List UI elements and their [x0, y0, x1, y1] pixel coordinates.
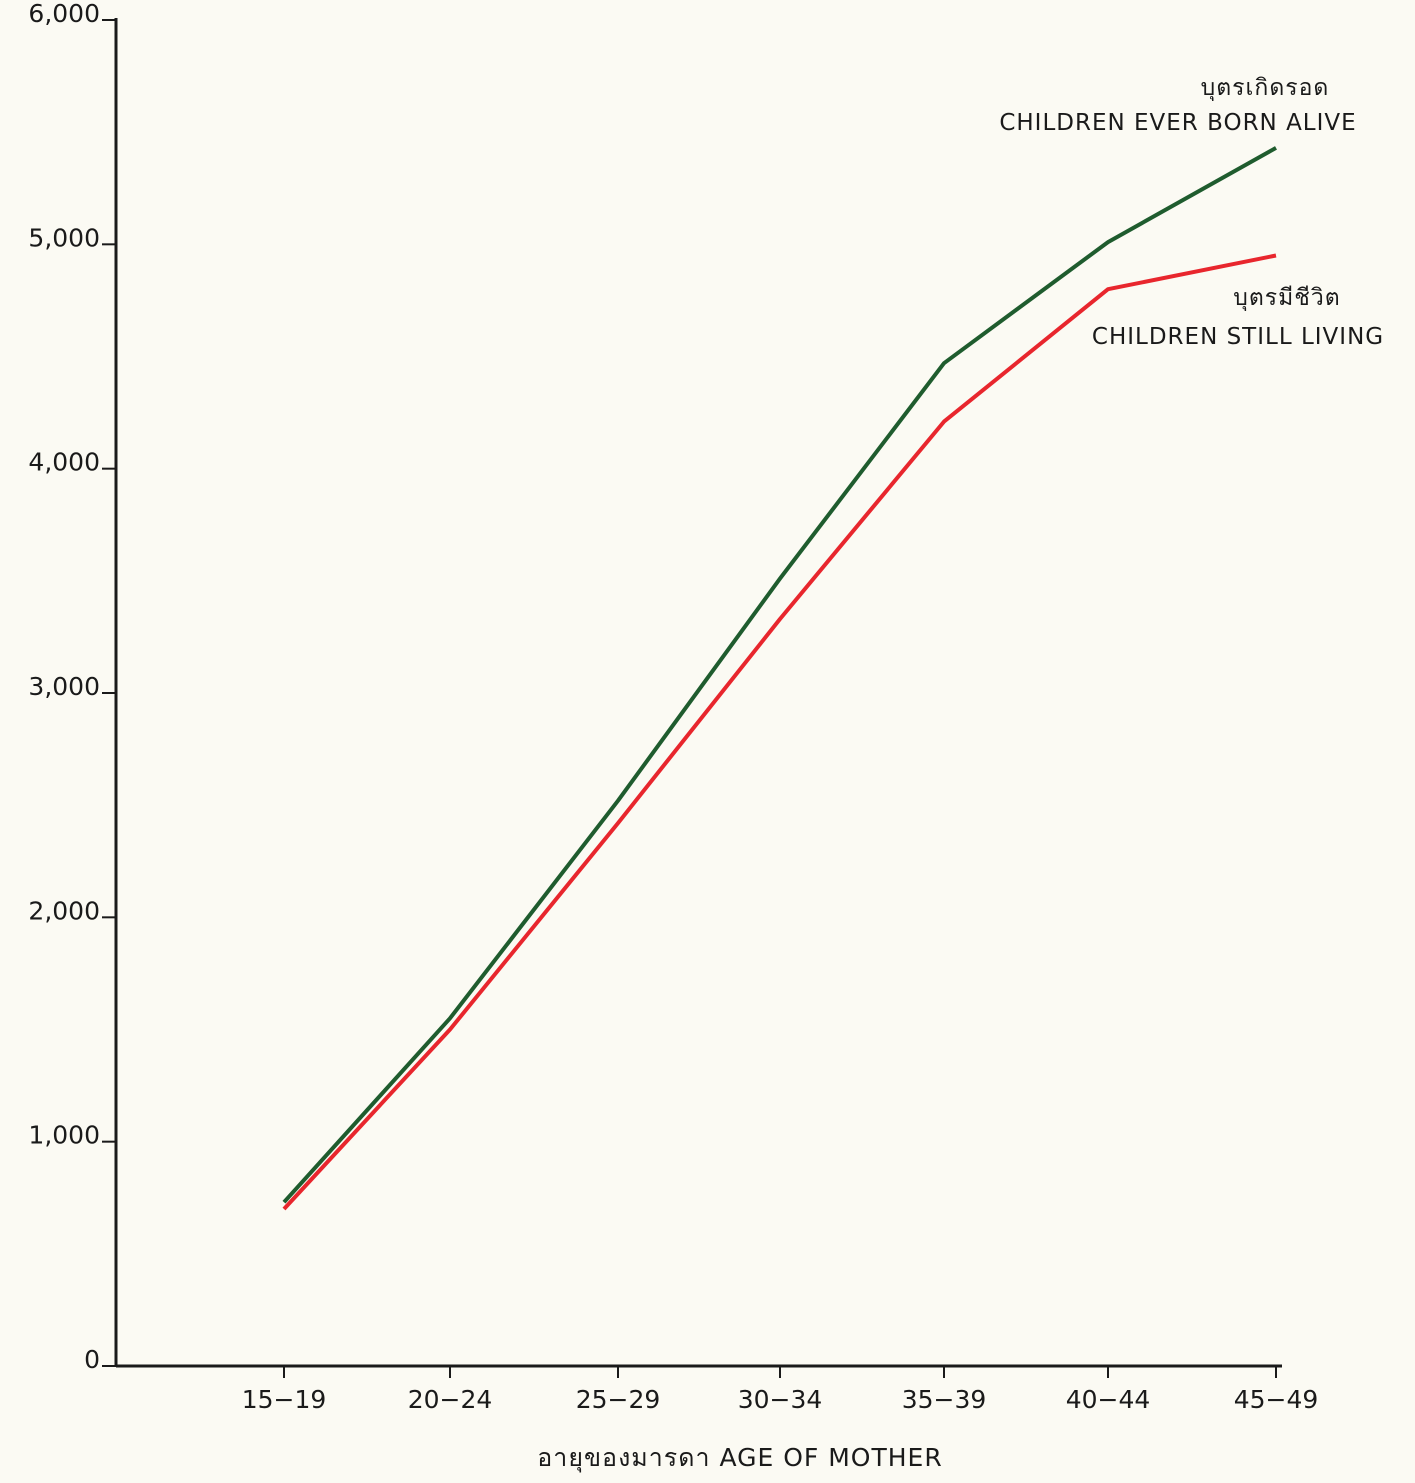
x-tick-label: 35−39 — [902, 1385, 987, 1414]
x-tick-label: 30−34 — [738, 1385, 823, 1414]
series-label-still-living-thai: บุตรมีชีวิต — [1233, 285, 1341, 311]
x-tick-label: 25−29 — [576, 1385, 661, 1414]
series-label-ever-born-english: CHILDREN EVER BORN ALIVE — [999, 110, 1356, 136]
y-tick-label: 3,000 — [28, 672, 100, 701]
series-label-ever-born-thai: บุตรเกิดรอด — [1201, 75, 1330, 101]
x-tick-label: 15−19 — [242, 1385, 327, 1414]
x-tick-label: 20−24 — [408, 1385, 493, 1414]
series-label-ever-born: บุตรเกิดรอด CHILDREN EVER BORN ALIVE — [999, 75, 1356, 136]
series-label-still-living-english: CHILDREN STILL LIVING — [1092, 324, 1384, 350]
y-tick-label: 1,000 — [28, 1121, 100, 1150]
x-tick-label: 40−44 — [1066, 1385, 1151, 1414]
series-line-ever-born-alive — [282, 146, 1277, 1204]
x-axis-title: อายุของมารดา AGE OF MOTHER — [537, 1443, 942, 1473]
y-tick-label: 4,000 — [28, 448, 100, 477]
x-axis-ticks: 15−19 20−24 25−29 30−34 35−39 40−44 45−49 — [242, 1366, 1319, 1414]
y-tick-label: 2,000 — [28, 896, 100, 925]
y-tick-label: 5,000 — [28, 223, 100, 252]
x-tick-label: 45−49 — [1234, 1385, 1319, 1414]
y-tick-label: 6,000 — [28, 0, 100, 28]
series-label-still-living: บุตรมีชีวิต CHILDREN STILL LIVING — [1092, 285, 1384, 350]
y-tick-label: 0 — [84, 1345, 100, 1374]
series-line-still-living — [282, 253, 1277, 1211]
series-lines — [282, 146, 1277, 1211]
y-axis-ticks: 0 1,000 2,000 3,000 4,000 5,000 6,000 — [28, 0, 116, 1374]
